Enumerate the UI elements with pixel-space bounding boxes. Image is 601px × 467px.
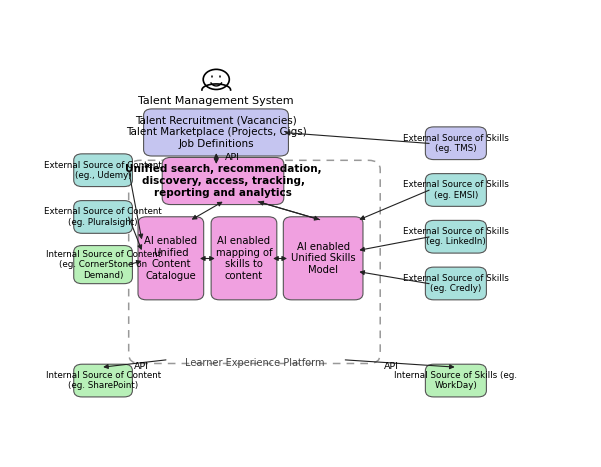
FancyBboxPatch shape [211, 217, 277, 300]
FancyBboxPatch shape [426, 364, 486, 397]
FancyBboxPatch shape [162, 157, 284, 205]
Text: AI enabled
mapping of
skills to
content: AI enabled mapping of skills to content [216, 236, 272, 281]
FancyBboxPatch shape [74, 246, 132, 283]
FancyBboxPatch shape [426, 174, 486, 206]
Text: API: API [385, 362, 399, 371]
FancyBboxPatch shape [138, 217, 204, 300]
Text: API: API [225, 153, 240, 162]
FancyBboxPatch shape [74, 154, 132, 187]
Text: External Source of Skills
(eg. TMS): External Source of Skills (eg. TMS) [403, 134, 509, 153]
Text: Unified search, recommendation,
discovery, access, tracking,
reporting and analy: Unified search, recommendation, discover… [124, 164, 322, 198]
Text: Internal Source of Skills (eg.
WorkDay): Internal Source of Skills (eg. WorkDay) [394, 371, 517, 390]
FancyBboxPatch shape [426, 220, 486, 253]
Text: Internal Source of Content
(eg. SharePoint): Internal Source of Content (eg. SharePoi… [46, 371, 160, 390]
Text: AI enabled
Unified
Content
Catalogue: AI enabled Unified Content Catalogue [144, 236, 197, 281]
Text: Talent Recruitment (Vacancies)
Talent Marketplace (Projects, Gigs)
Job Definitio: Talent Recruitment (Vacancies) Talent Ma… [126, 116, 307, 149]
Text: Talent Management System: Talent Management System [138, 96, 294, 106]
Text: External Source of Content
(eg., Udemy): External Source of Content (eg., Udemy) [44, 161, 162, 180]
FancyBboxPatch shape [426, 127, 486, 160]
FancyBboxPatch shape [74, 364, 132, 397]
Text: External Source of Content
(eg. Pluralsight): External Source of Content (eg. Pluralsi… [44, 207, 162, 226]
Text: External Source of Skills
(eg. Credly): External Source of Skills (eg. Credly) [403, 274, 509, 293]
Text: External Source of Skills
(eg. LinkedIn): External Source of Skills (eg. LinkedIn) [403, 227, 509, 247]
FancyBboxPatch shape [144, 109, 288, 156]
FancyBboxPatch shape [74, 201, 132, 234]
Text: External Source of Skills
(eg. EMSI): External Source of Skills (eg. EMSI) [403, 180, 509, 200]
Text: API: API [134, 362, 149, 371]
Text: Learner Experience Platform: Learner Experience Platform [185, 358, 324, 368]
Text: AI enabled
Unified Skills
Model: AI enabled Unified Skills Model [291, 242, 355, 275]
FancyBboxPatch shape [426, 267, 486, 300]
Text: Internal Source of Content
(eg. CornerStone on
Demand): Internal Source of Content (eg. CornerSt… [46, 250, 160, 280]
FancyBboxPatch shape [283, 217, 363, 300]
Circle shape [203, 69, 230, 90]
